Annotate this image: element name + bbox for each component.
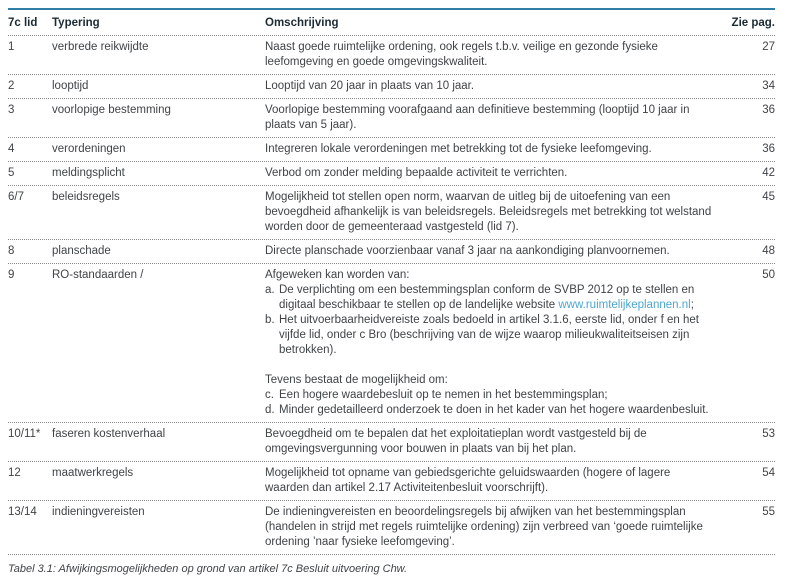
description-paragraph: Afgeweken kan worden van: — [265, 269, 410, 281]
lid-cell: 6/7 — [8, 191, 24, 203]
omschrijving-cell: Mogelijkheid tot stellen open norm, waar… — [265, 186, 725, 239]
column-header-omschrijving: Omschrijving — [265, 17, 339, 29]
lettered-list-item: d. Minder gedetailleerd onderzoek te doen… — [265, 403, 713, 418]
table-caption: Tabel 3.1: Afwijkingsmogelijkheden op gr… — [8, 563, 408, 575]
typering-cell: indieningvereisten — [52, 506, 145, 518]
description-paragraph: Bevoegdheid om te bepalen dat het exploi… — [265, 428, 647, 455]
list-item-marker: d. — [265, 404, 275, 416]
table-row: 9 RO-standaarden / Afgeweken kan worden va… — [8, 264, 775, 423]
typering-cell: verordeningen — [52, 143, 126, 155]
typering-cell: looptijd — [52, 80, 89, 92]
lid-cell: 13/14 — [8, 506, 37, 518]
list-item-text: Een hogere waardebesluit op te nemen in … — [279, 389, 608, 401]
typering-cell: RO-standaarden / — [52, 269, 144, 281]
typering-cell: maatwerkregels — [52, 467, 134, 479]
lid-cell: 8 — [8, 245, 15, 257]
page-cell: 42 — [762, 167, 775, 179]
external-link[interactable]: www.ruimtelijkeplannen.nl — [558, 299, 691, 311]
table-3-1: 7c lid Typering Omschrijving Zie pag. 1 v… — [8, 8, 775, 555]
lid-cell: 3 — [8, 104, 15, 116]
typering-cell: beleidsregels — [52, 191, 120, 203]
table-row: 1 verbrede reikwijdte Naast goede ruimteli… — [8, 36, 775, 75]
table-row: 6/7 beleidsregels Mogelijkheid tot stellen… — [8, 186, 775, 240]
table-row: 10/11* faseren kostenverhaal Bevoegdheid o… — [8, 423, 775, 462]
omschrijving-cell: Looptijd van 20 jaar in plaats van 10 ja… — [265, 75, 725, 98]
omschrijving-cell: Bevoegdheid om te bepalen dat het exploi… — [265, 423, 725, 461]
description-paragraph: Verbod om zonder melding bepaalde activi… — [265, 167, 568, 179]
table-row: 3 voorlopige bestemming Voorlopige bestemm… — [8, 99, 775, 138]
table-row: 12 maatwerkregels Mogelijkheid tot opname … — [8, 462, 775, 501]
lettered-list-item: b. Het uitvoerbaarheidvereiste zoals bedo… — [265, 313, 713, 358]
typering-cell: verbrede reikwijdte — [52, 41, 149, 53]
document-page: 7c lid Typering Omschrijving Zie pag. 1 v… — [8, 8, 775, 576]
page-cell: 54 — [762, 467, 775, 479]
lid-cell: 9 — [8, 269, 15, 281]
description-paragraph: Voorlopige bestemming voorafgaand aan de… — [265, 104, 690, 131]
description-paragraph: Looptijd van 20 jaar in plaats van 10 ja… — [265, 80, 475, 92]
table-row: 8 planschade Directe planschade voorzienba… — [8, 240, 775, 264]
description-paragraph: Naast goede ruimtelijke ordening, ook re… — [265, 41, 658, 68]
description-paragraph: Integreren lokale verordeningen met betr… — [265, 143, 652, 155]
omschrijving-cell: Directe planschade voorzienbaar vanaf 3 … — [265, 240, 725, 263]
typering-cell: voorlopige bestemming — [52, 104, 171, 116]
lid-cell: 12 — [8, 467, 21, 479]
description-paragraph: Mogelijkheid tot stellen open norm, waar… — [265, 191, 712, 233]
column-header-7c-lid: 7c lid — [8, 17, 38, 29]
lid-cell: 4 — [8, 143, 15, 155]
column-header-zie-pag: Zie pag. — [731, 17, 775, 29]
typering-cell: faseren kostenverhaal — [52, 428, 166, 440]
list-item-marker: c. — [265, 389, 274, 401]
omschrijving-cell: Voorlopige bestemming voorafgaand aan de… — [265, 99, 725, 137]
list-item-text: Het uitvoerbaarheidvereiste zoals bedoel… — [279, 314, 700, 356]
list-item-text: De verplichting om een bestemmingsplan c… — [279, 284, 695, 311]
typering-cell: meldingsplicht — [52, 167, 125, 179]
page-cell: 53 — [762, 428, 775, 440]
page-cell: 36 — [762, 104, 775, 116]
table-body: 1 verbrede reikwijdte Naast goede ruimteli… — [8, 36, 775, 555]
column-header-typering: Typering — [52, 17, 100, 29]
paragraph-spacer — [265, 358, 713, 373]
omschrijving-cell: Mogelijkheid tot opname van gebiedsgeric… — [265, 462, 725, 500]
page-cell: 36 — [762, 143, 775, 155]
page-cell: 27 — [762, 41, 775, 53]
description-paragraph: Mogelijkheid tot opname van gebiedsgeric… — [265, 467, 671, 494]
table-row: 13/14 indieningvereisten De indieningverei… — [8, 501, 775, 555]
omschrijving-cell: Integreren lokale verordeningen met betr… — [265, 138, 725, 161]
description-paragraph: Tevens bestaat de mogelijkheid om: — [265, 374, 448, 386]
lettered-list-item: c. Een hogere waardebesluit op te nemen i… — [265, 388, 713, 403]
omschrijving-cell: Verbod om zonder melding bepaalde activi… — [265, 162, 725, 185]
description-paragraph: Directe planschade voorzienbaar vanaf 3 … — [265, 245, 670, 257]
list-item-text: Minder gedetailleerd onderzoek te doen i… — [279, 404, 709, 416]
page-cell: 48 — [762, 245, 775, 257]
list-item-marker: a. — [265, 284, 275, 296]
page-cell: 34 — [762, 80, 775, 92]
page-cell: 55 — [762, 506, 775, 518]
lid-cell: 5 — [8, 167, 15, 179]
description-paragraph: De indieningvereisten en beoordelingsreg… — [265, 506, 703, 548]
lid-cell: 10/11* — [8, 428, 41, 440]
lid-cell: 1 — [8, 41, 15, 53]
typering-cell: planschade — [52, 245, 111, 257]
lid-cell: 2 — [8, 80, 15, 92]
page-cell: 50 — [762, 269, 775, 281]
list-item-marker: b. — [265, 314, 275, 326]
omschrijving-cell: Naast goede ruimtelijke ordening, ook re… — [265, 36, 725, 74]
lettered-list-item: a. De verplichting om een bestemmingsplan… — [265, 283, 713, 313]
omschrijving-cell: De indieningvereisten en beoordelingsreg… — [265, 501, 725, 554]
table-row: 4 verordeningen Integreren lokale verorden… — [8, 138, 775, 162]
table-row: 5 meldingsplicht Verbod om zonder melding … — [8, 162, 775, 186]
page-cell: 45 — [762, 191, 775, 203]
table-header-row: 7c lid Typering Omschrijving Zie pag. — [8, 10, 775, 36]
omschrijving-cell: Afgeweken kan worden van: a. De verplichti… — [265, 264, 725, 422]
table-row: 2 looptijd Looptijd van 20 jaar in plaats … — [8, 75, 775, 99]
